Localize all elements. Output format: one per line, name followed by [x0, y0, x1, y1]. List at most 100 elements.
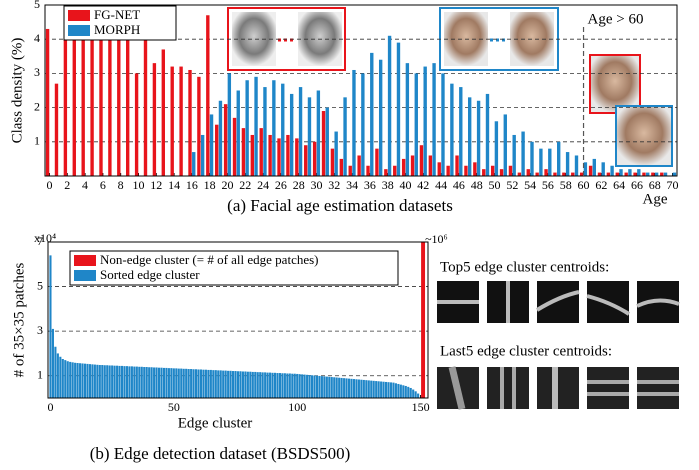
bar — [197, 369, 200, 398]
bar — [162, 367, 166, 398]
bar — [399, 384, 402, 398]
bar — [610, 165, 614, 176]
x-tick-label: 32 — [328, 178, 340, 192]
bar — [357, 379, 360, 398]
bar — [223, 104, 228, 176]
caption: (b) Edge detection dataset (BSDS500) — [90, 444, 351, 463]
legend-label: Sorted edge cluster — [100, 267, 200, 282]
bar — [63, 39, 68, 177]
annotation: Age > 60 — [588, 11, 644, 27]
bar — [227, 73, 232, 176]
bar — [289, 93, 294, 176]
bar — [195, 369, 198, 398]
x-tick-label: 12 — [150, 178, 162, 192]
bar — [133, 366, 136, 398]
bar — [642, 172, 646, 176]
bar — [410, 155, 415, 176]
bar — [370, 52, 374, 176]
bar — [301, 374, 304, 398]
bar — [365, 380, 368, 398]
bar — [71, 362, 74, 398]
bar — [606, 172, 611, 176]
bar — [325, 107, 329, 176]
y-tick-label: 3 — [34, 65, 40, 79]
bar — [508, 165, 513, 176]
bar — [490, 165, 495, 176]
bar — [565, 152, 570, 176]
bar — [304, 145, 308, 176]
x-tick-label: 56 — [542, 178, 554, 192]
bar — [306, 374, 309, 398]
bar — [441, 73, 445, 176]
bar — [485, 93, 490, 176]
bar — [160, 367, 163, 398]
bar — [382, 381, 385, 398]
bar — [588, 165, 593, 176]
bar — [579, 172, 584, 176]
bar — [347, 378, 351, 398]
bar — [175, 368, 178, 398]
bar — [120, 365, 124, 398]
legend-label: Non-edge cluster (= # of all edge patche… — [100, 252, 319, 267]
bar — [402, 385, 405, 398]
legend-swatch — [68, 10, 90, 21]
bar — [316, 90, 321, 176]
bar — [562, 172, 566, 176]
bar — [177, 368, 180, 398]
bar — [266, 372, 269, 398]
plot-frame — [44, 4, 678, 177]
bar — [303, 374, 306, 398]
bar — [615, 172, 619, 176]
x-tick-label: 34 — [346, 178, 358, 192]
bar — [350, 378, 353, 398]
bar — [377, 381, 380, 398]
bar — [334, 131, 338, 176]
plot-area — [49, 242, 426, 398]
bar — [393, 165, 397, 176]
side-text: Top5 edge cluster centroids: — [440, 259, 609, 275]
bar — [421, 242, 426, 398]
x-tick-label: 44 — [435, 178, 447, 192]
bar — [209, 369, 212, 398]
bar — [204, 369, 207, 398]
bar — [81, 28, 85, 176]
bar — [222, 370, 225, 398]
bar — [293, 373, 296, 398]
bar — [467, 97, 472, 176]
bar — [428, 155, 433, 176]
x-axis-label: Edge cluster — [178, 415, 253, 431]
bar — [214, 370, 217, 398]
bar — [355, 379, 358, 398]
bar — [320, 376, 323, 398]
bar — [64, 360, 67, 398]
bar — [49, 255, 52, 398]
y-tick-label: 4 — [34, 31, 40, 45]
bar — [236, 371, 240, 398]
bar — [387, 382, 390, 398]
bar — [188, 69, 192, 176]
bar — [263, 87, 267, 176]
x-tick-label: 0 — [46, 178, 52, 192]
x-tick-label: 6 — [100, 178, 106, 192]
legend-swatch — [74, 270, 96, 281]
x-axis-label: Age — [643, 191, 668, 207]
x-tick-label: 46 — [453, 178, 465, 192]
bar — [308, 375, 311, 398]
bar — [339, 158, 344, 176]
bar — [51, 328, 54, 398]
bar — [352, 69, 356, 176]
x-tick-label: 4 — [82, 178, 88, 192]
bar — [530, 141, 534, 176]
bar — [180, 368, 183, 398]
bar — [273, 372, 277, 398]
bar — [61, 359, 64, 398]
bar — [450, 83, 454, 176]
bar — [185, 368, 188, 398]
bar — [207, 369, 210, 398]
x-tick-label: 24 — [257, 178, 269, 192]
bar — [116, 365, 119, 398]
bar — [654, 172, 659, 176]
bar — [161, 49, 165, 176]
bar — [227, 370, 230, 398]
bar — [343, 97, 347, 176]
